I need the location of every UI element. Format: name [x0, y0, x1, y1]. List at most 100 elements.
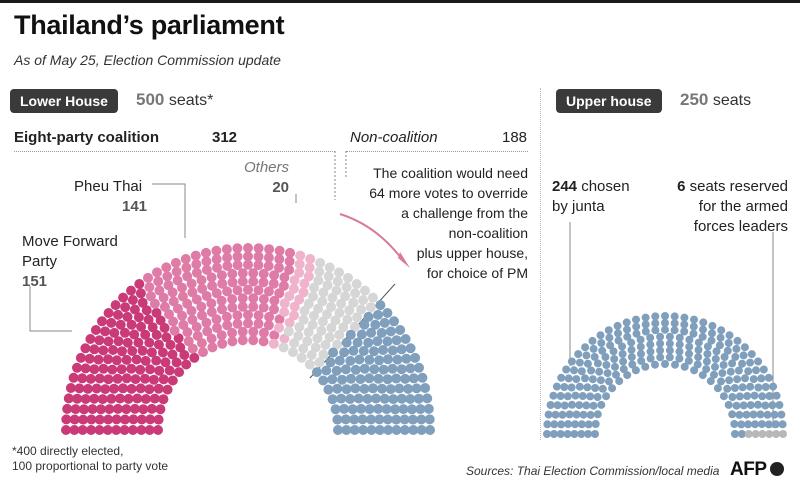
seat-dot — [593, 359, 602, 368]
seat-dot — [177, 291, 188, 302]
seat-dot — [591, 420, 600, 428]
seat-dot — [334, 307, 345, 318]
seat-dot — [181, 262, 192, 273]
coalition-bracket-line — [14, 151, 335, 152]
seat-dot — [754, 383, 763, 392]
seat-dot — [243, 309, 253, 320]
noncoalition-bracket-line — [346, 151, 528, 152]
chart-subtitle: As of May 25, Election Commission update — [14, 52, 281, 68]
seat-dot — [144, 282, 155, 293]
seat-dot — [217, 338, 228, 349]
seat-dot — [143, 272, 153, 283]
seat-dot — [117, 346, 127, 357]
seat-dot — [706, 377, 715, 386]
seat-dot — [77, 373, 88, 384]
seat-dot — [154, 365, 165, 376]
seat-dot — [263, 261, 274, 271]
seat-dot — [264, 311, 275, 322]
seat-dot — [293, 330, 304, 341]
seat-dot — [716, 333, 725, 342]
seat-dot — [100, 384, 111, 395]
seat-dot — [129, 304, 140, 315]
seat-dot — [78, 414, 89, 425]
seat-dot — [258, 327, 269, 338]
seat-dot — [68, 372, 79, 383]
seat-dot — [777, 410, 786, 419]
seat-dot — [728, 393, 737, 401]
seat-dot — [121, 373, 132, 384]
seat-dot — [289, 275, 300, 286]
seat-dot — [179, 350, 190, 360]
seat-dot — [145, 414, 156, 425]
seat-dot — [337, 374, 348, 385]
seat-dot — [772, 391, 781, 400]
seat-dot — [605, 377, 613, 386]
seat-dot — [135, 383, 146, 394]
seat-dot — [296, 352, 307, 363]
seat-dot — [735, 410, 744, 419]
seat-dot — [167, 349, 178, 360]
seat-dot — [391, 425, 402, 435]
seat-dot — [556, 430, 565, 438]
seat-dot — [315, 257, 326, 268]
seat-dot — [379, 317, 390, 328]
seat-dot — [359, 383, 370, 394]
seat-dot — [65, 383, 76, 393]
seat-dot — [274, 245, 285, 256]
seat-dot — [253, 260, 264, 271]
seat-dot — [549, 391, 558, 400]
move-forward-seats: 151 — [22, 273, 48, 290]
seat-dot — [615, 377, 624, 386]
seat-dot — [367, 292, 378, 303]
seat-dot — [332, 414, 343, 425]
seat-dot — [127, 295, 138, 305]
seat-dot — [340, 291, 351, 302]
seat-dot — [288, 283, 299, 294]
seat-dot — [264, 244, 275, 255]
seat-dot — [217, 304, 227, 315]
seat-dot — [263, 286, 274, 297]
seat-dot — [112, 403, 123, 414]
seat-dot — [623, 325, 631, 334]
seat-dot — [237, 326, 248, 337]
seat-dot — [353, 393, 364, 404]
seat-dot — [149, 298, 160, 309]
seat-dot — [115, 393, 125, 404]
seat-dot — [619, 365, 628, 374]
seat-dot — [575, 401, 584, 410]
seat-dot — [363, 311, 374, 322]
seat-dot — [636, 335, 645, 344]
lower-house-seats — [61, 243, 435, 435]
seat-dot — [243, 243, 253, 253]
seat-dot — [758, 392, 767, 401]
seat-dot — [627, 345, 636, 354]
seat-dot — [746, 382, 755, 391]
seat-dot — [364, 373, 375, 384]
seat-dot — [593, 393, 602, 401]
seat-dot — [602, 392, 611, 401]
seat-dot — [314, 266, 325, 277]
seat-dot — [284, 264, 295, 275]
seat-dot — [751, 420, 759, 429]
seat-dot — [61, 414, 72, 425]
seat-dot — [157, 347, 168, 358]
seat-dot — [396, 344, 407, 355]
seat-dot — [120, 302, 131, 313]
seat-dot — [120, 414, 130, 425]
seat-dot — [383, 354, 393, 365]
seat-dot — [216, 295, 227, 306]
others-seats: 20 — [272, 179, 289, 196]
seat-dot — [396, 393, 407, 404]
seat-dot — [739, 401, 748, 410]
seat-dot — [680, 327, 689, 336]
seat-dot — [373, 309, 383, 320]
seat-dot — [237, 268, 248, 279]
seat-dot — [237, 293, 248, 304]
seat-dot — [567, 357, 576, 366]
seat-dot — [661, 325, 669, 334]
seat-dot — [778, 420, 787, 429]
seat-dot — [86, 414, 97, 425]
seat-dot — [416, 425, 427, 435]
seat-dot — [606, 341, 615, 350]
seat-dot — [145, 364, 156, 375]
